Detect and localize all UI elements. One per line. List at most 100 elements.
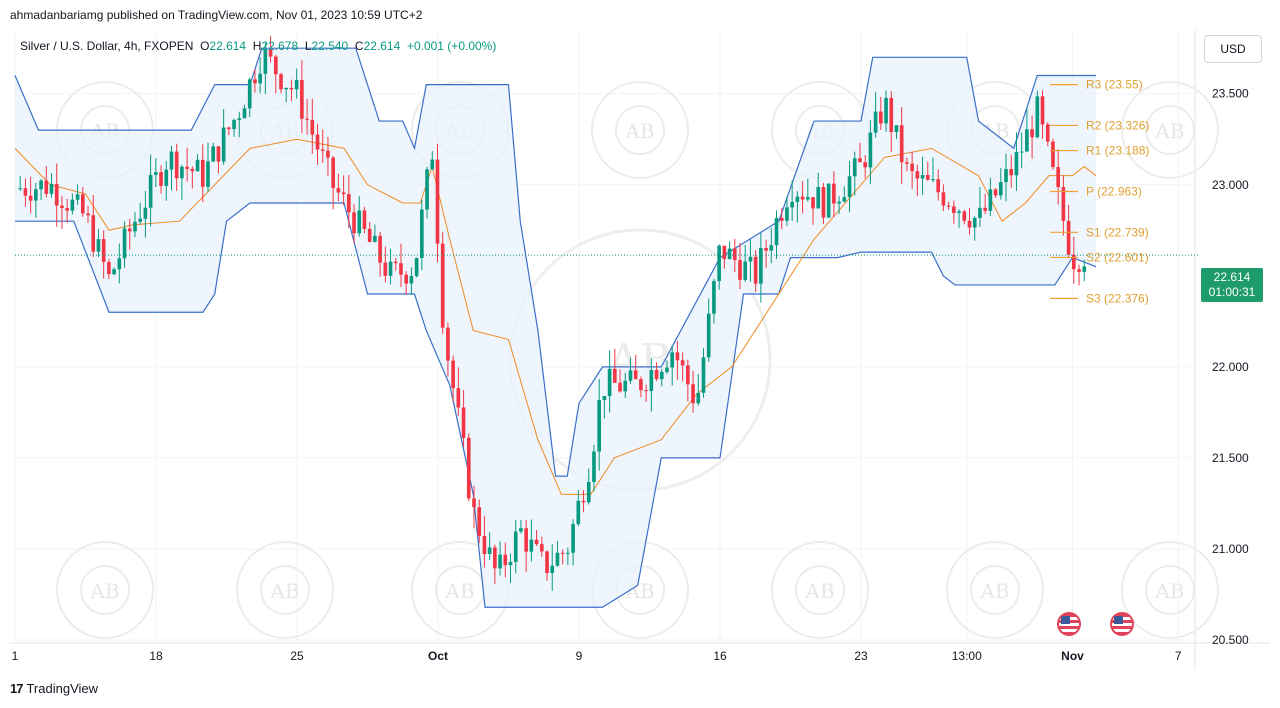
candle-body bbox=[701, 357, 706, 393]
candle-body bbox=[555, 552, 560, 566]
candle-body bbox=[957, 211, 961, 213]
watermark-monogram: AB bbox=[804, 579, 834, 603]
candle-body bbox=[28, 195, 33, 201]
watermark-medallion bbox=[56, 541, 154, 639]
candle-body bbox=[482, 536, 487, 555]
candle-body bbox=[451, 360, 455, 389]
currency-button[interactable]: USD bbox=[1204, 35, 1262, 63]
candle-body bbox=[446, 327, 450, 361]
candle-body bbox=[227, 127, 231, 130]
x-tick-label: 13:00 bbox=[952, 649, 982, 663]
candle-body bbox=[644, 390, 648, 392]
candle-body bbox=[972, 217, 977, 228]
candle-body bbox=[34, 189, 38, 201]
candle-body bbox=[534, 539, 539, 545]
candle-body bbox=[623, 380, 628, 392]
candle-body bbox=[816, 187, 821, 209]
y-tick-label: 20.500 bbox=[1212, 633, 1249, 647]
candle-body bbox=[529, 539, 534, 552]
us-flag-event-icon[interactable] bbox=[1110, 612, 1134, 636]
candle-body bbox=[978, 207, 982, 218]
low-value: 22.540 bbox=[311, 39, 349, 53]
candle-body bbox=[936, 179, 941, 193]
candle-body bbox=[675, 352, 680, 361]
x-tick-label: 23 bbox=[854, 649, 868, 663]
candle-body bbox=[753, 256, 758, 284]
candle-body bbox=[879, 111, 883, 124]
candle-body bbox=[691, 384, 695, 404]
candle-body bbox=[1051, 141, 1055, 168]
y-tick-label: 23.500 bbox=[1212, 87, 1249, 101]
candle-body bbox=[1025, 129, 1029, 152]
candle-body bbox=[722, 245, 727, 259]
candle-body bbox=[357, 210, 362, 234]
watermark-medallion bbox=[236, 541, 334, 639]
candle-body bbox=[1040, 96, 1045, 125]
candle-body bbox=[618, 382, 622, 392]
candle-body bbox=[185, 166, 189, 169]
pivot-level-label: R2 (23.326) bbox=[1086, 118, 1149, 132]
candle-body bbox=[200, 159, 205, 187]
watermark-monogram: AB bbox=[624, 119, 654, 143]
watermark-monogram: AB bbox=[1154, 579, 1184, 603]
candle-body bbox=[889, 97, 894, 133]
watermark-ring bbox=[795, 565, 845, 615]
pivot-level-label: R1 (23.188) bbox=[1086, 144, 1149, 158]
candle-body bbox=[795, 196, 800, 202]
channel-lower-line bbox=[15, 202, 1097, 608]
candle-body bbox=[289, 87, 294, 90]
candle-body bbox=[894, 125, 899, 133]
candle-body bbox=[1035, 96, 1040, 138]
candle-body bbox=[1061, 187, 1066, 221]
close-label: C bbox=[354, 39, 364, 53]
tradingview-logo-icon[interactable]: 17 bbox=[10, 681, 24, 696]
watermark-ring bbox=[1145, 105, 1195, 155]
candle-body bbox=[706, 313, 711, 358]
chart-svg[interactable]: ABABABABABABABABABABABABABABABR3 (23.55)… bbox=[10, 30, 1270, 670]
candle-body bbox=[143, 207, 148, 219]
candle-body bbox=[670, 352, 675, 368]
candle-body bbox=[873, 111, 878, 133]
candle-body bbox=[18, 188, 23, 190]
candle-body bbox=[159, 172, 163, 186]
candle-body bbox=[686, 365, 690, 385]
candle-body bbox=[639, 379, 643, 391]
watermark-monogram: AB bbox=[1154, 119, 1184, 143]
candle-body bbox=[550, 565, 555, 574]
candle-body bbox=[70, 199, 75, 211]
candle-body bbox=[232, 119, 236, 130]
candle-body bbox=[258, 73, 262, 84]
y-tick-label: 21.000 bbox=[1212, 542, 1249, 556]
x-tick-label: 9 bbox=[576, 649, 583, 663]
candle-body bbox=[107, 262, 111, 275]
candle-body bbox=[65, 208, 69, 211]
candle-body bbox=[320, 149, 325, 151]
candle-body bbox=[122, 228, 127, 259]
us-flag-event-icon[interactable] bbox=[1057, 612, 1081, 636]
channel-upper-line bbox=[14, 47, 1096, 477]
candle-body bbox=[1009, 169, 1014, 176]
brand-name[interactable]: TradingView bbox=[26, 681, 99, 696]
candle-body bbox=[712, 281, 716, 314]
candle-body bbox=[612, 368, 617, 383]
y-tick-label: 21.500 bbox=[1212, 451, 1249, 465]
candle-body bbox=[983, 207, 987, 211]
candle-body bbox=[86, 213, 90, 216]
watermark-ring bbox=[260, 565, 310, 615]
candle-body bbox=[952, 206, 956, 213]
candle-body bbox=[1066, 220, 1071, 255]
candle-body bbox=[242, 108, 247, 119]
candle-body bbox=[75, 194, 80, 200]
candle-body bbox=[513, 531, 518, 562]
candle-body bbox=[508, 561, 513, 566]
chart-area[interactable]: ABABABABABABABABABABABABABABABR3 (23.55)… bbox=[10, 30, 1270, 670]
candle-body bbox=[404, 274, 409, 284]
candle-body bbox=[112, 269, 116, 275]
candle-body bbox=[915, 171, 920, 179]
candle-body bbox=[790, 201, 794, 208]
symbol-name[interactable]: Silver / U.S. Dollar, 4h, FXOPEN bbox=[20, 39, 194, 53]
candle-body bbox=[273, 56, 278, 75]
candle-body bbox=[842, 197, 847, 202]
x-tick-label: Nov bbox=[1061, 649, 1084, 663]
candle-body bbox=[96, 239, 101, 252]
